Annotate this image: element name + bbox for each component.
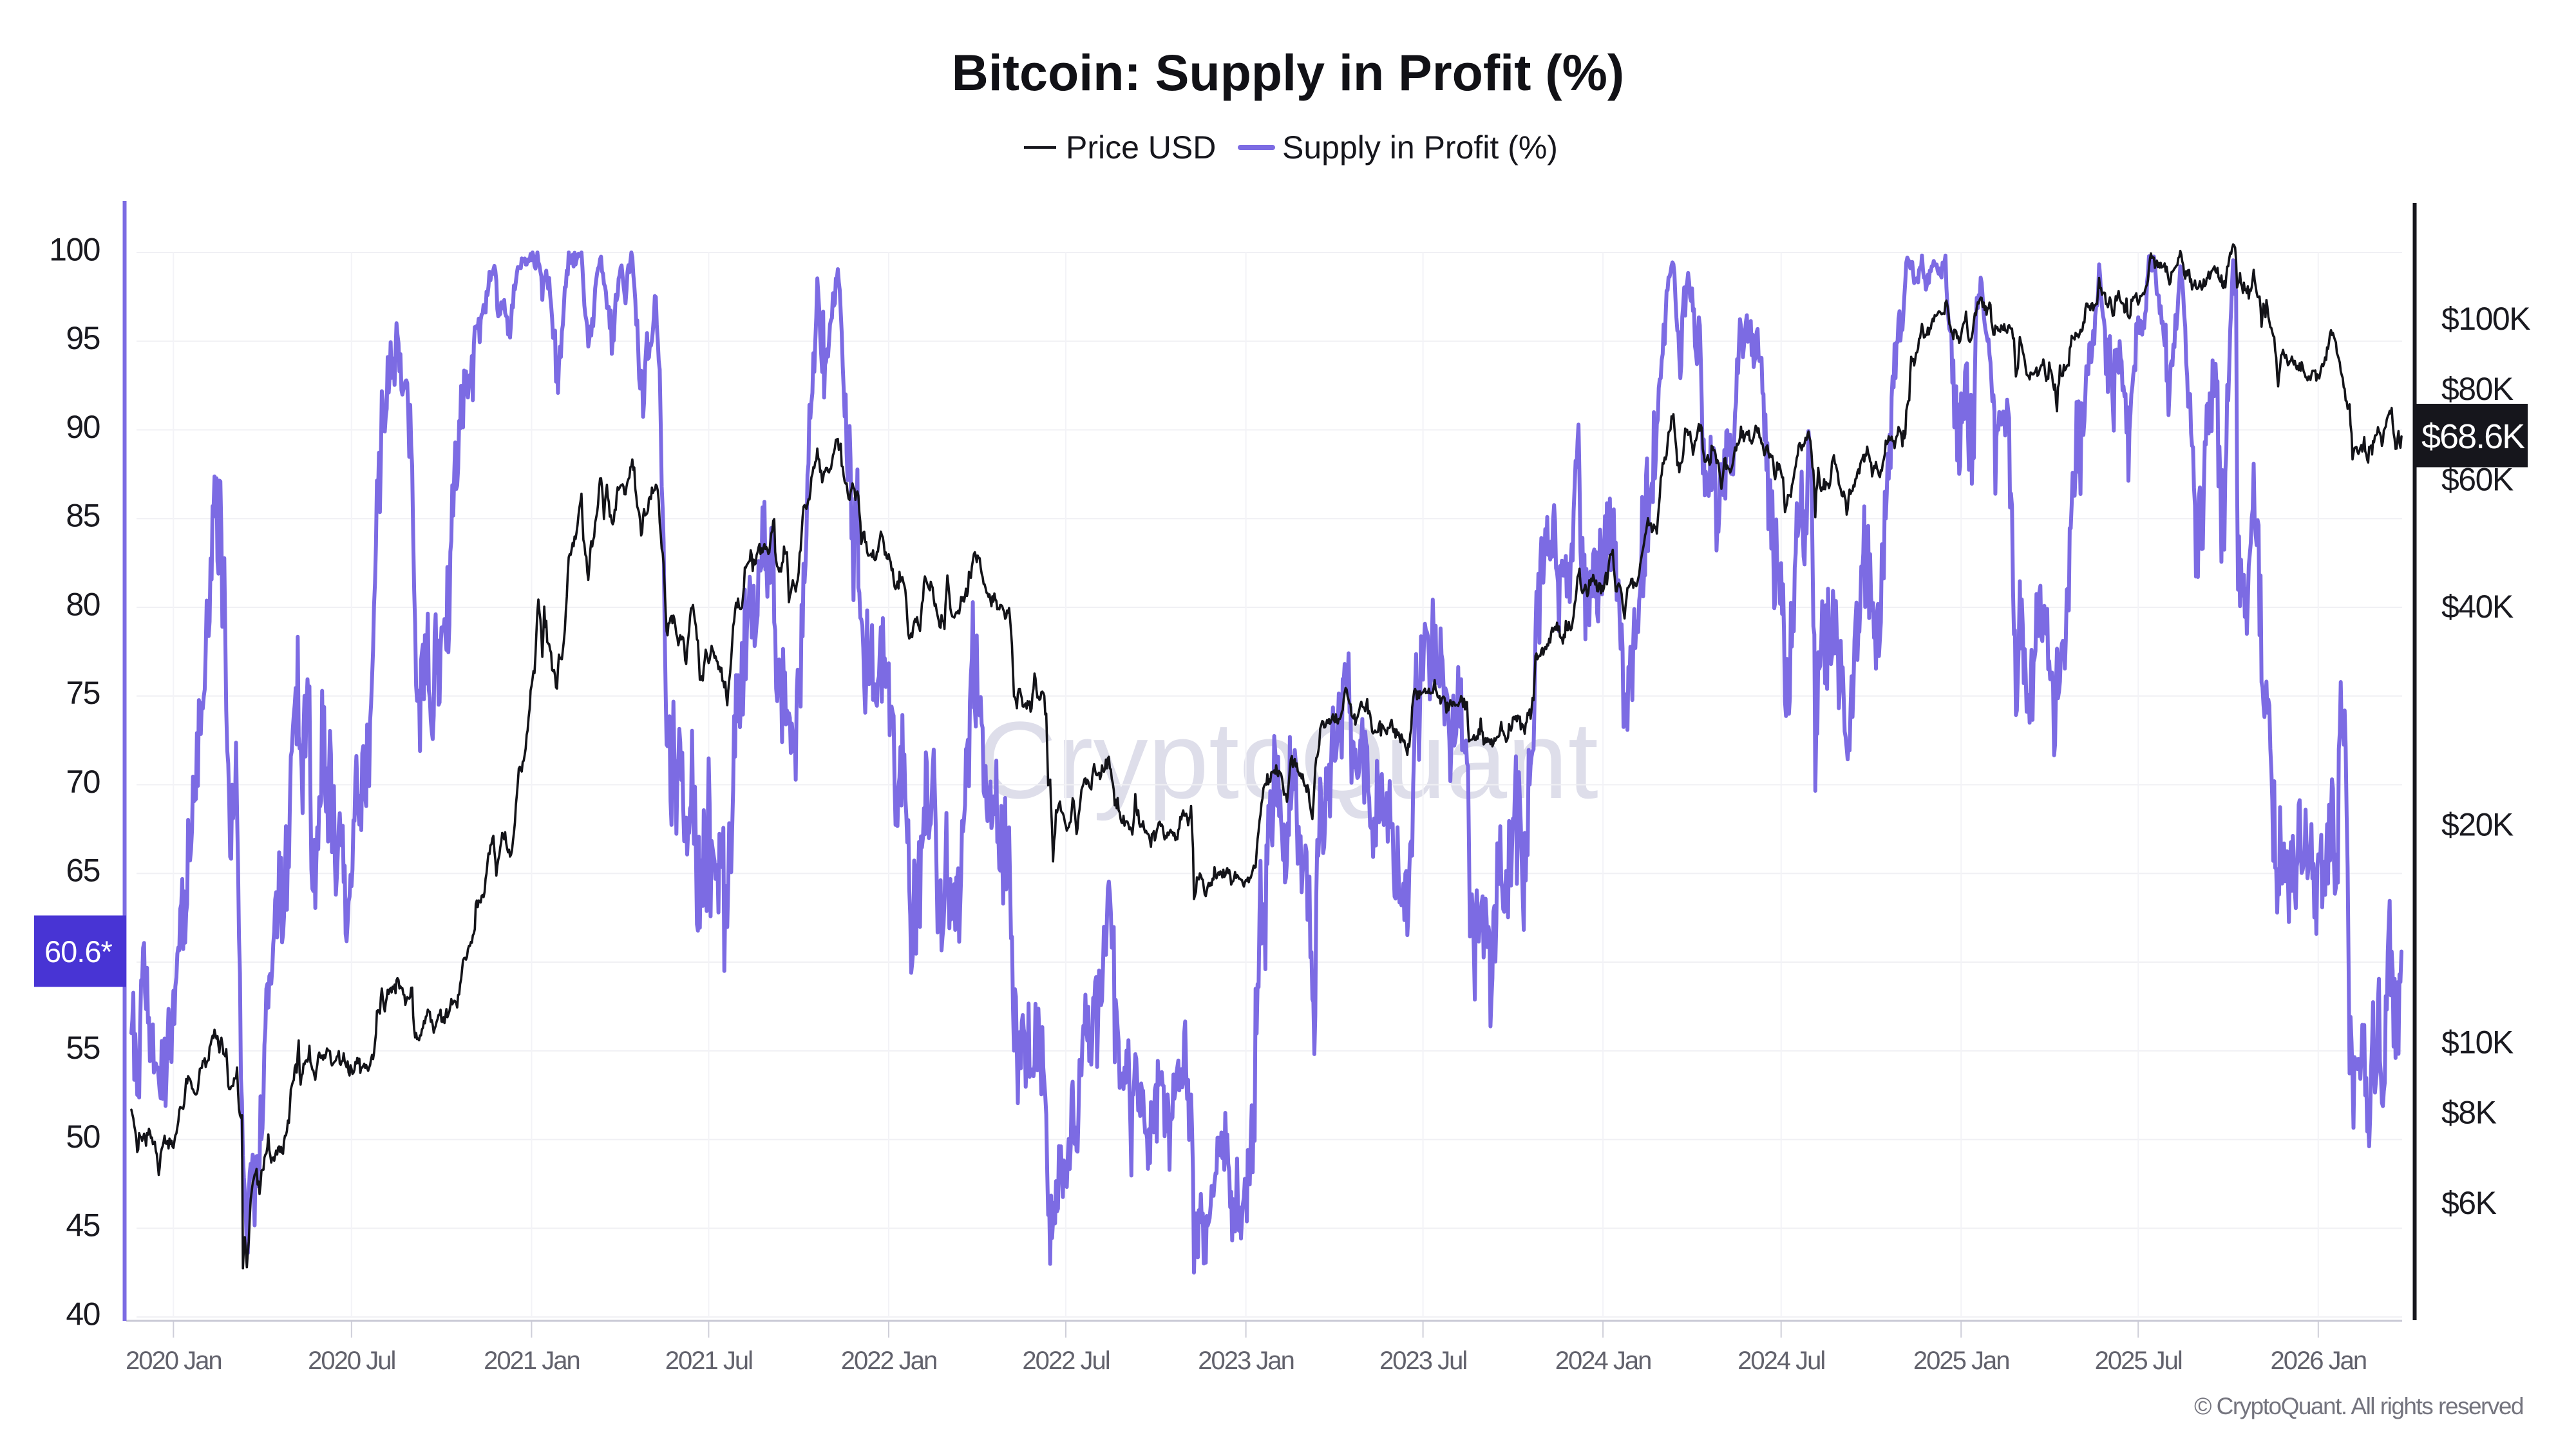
- svg-text:40: 40: [66, 1296, 100, 1332]
- svg-text:2023 Jan: 2023 Jan: [1198, 1347, 1294, 1375]
- svg-text:2022 Jan: 2022 Jan: [841, 1347, 937, 1375]
- svg-text:Supply in Profit (%): Supply in Profit (%): [1282, 129, 1558, 166]
- svg-text:2022 Jul: 2022 Jul: [1022, 1347, 1109, 1375]
- svg-text:55: 55: [66, 1030, 100, 1066]
- svg-text:2025 Jul: 2025 Jul: [2095, 1347, 2182, 1375]
- svg-text:© CryptoQuant. All rights rese: © CryptoQuant. All rights reserved: [2194, 1393, 2523, 1419]
- svg-text:90: 90: [66, 409, 100, 445]
- svg-text:60.6*: 60.6*: [44, 934, 112, 969]
- svg-text:$10K: $10K: [2441, 1025, 2514, 1061]
- svg-text:$60K: $60K: [2441, 461, 2514, 497]
- svg-text:65: 65: [66, 853, 100, 889]
- svg-text:80: 80: [66, 586, 100, 622]
- svg-text:50: 50: [66, 1119, 100, 1155]
- svg-text:$80K: $80K: [2441, 371, 2514, 407]
- svg-text:2024 Jul: 2024 Jul: [1738, 1347, 1824, 1375]
- svg-text:2024 Jan: 2024 Jan: [1555, 1347, 1651, 1375]
- svg-text:2025 Jan: 2025 Jan: [1913, 1347, 2009, 1375]
- svg-text:Price USD: Price USD: [1066, 129, 1216, 166]
- svg-text:2020 Jan: 2020 Jan: [126, 1347, 222, 1375]
- svg-text:$68.6K: $68.6K: [2421, 417, 2525, 456]
- svg-text:$8K: $8K: [2441, 1095, 2497, 1131]
- svg-text:2021 Jul: 2021 Jul: [665, 1347, 752, 1375]
- svg-text:$20K: $20K: [2441, 806, 2514, 842]
- svg-text:85: 85: [66, 498, 100, 534]
- svg-text:100: 100: [49, 231, 100, 267]
- svg-text:45: 45: [66, 1208, 100, 1244]
- svg-text:2020 Jul: 2020 Jul: [308, 1347, 395, 1375]
- svg-text:95: 95: [66, 320, 100, 356]
- svg-text:Bitcoin: Supply in Profit (%): Bitcoin: Supply in Profit (%): [952, 44, 1624, 101]
- svg-text:2021 Jan: 2021 Jan: [484, 1347, 580, 1375]
- svg-text:70: 70: [66, 764, 100, 800]
- svg-text:$40K: $40K: [2441, 589, 2514, 625]
- svg-text:75: 75: [66, 675, 100, 711]
- svg-text:2026 Jan: 2026 Jan: [2271, 1347, 2367, 1375]
- svg-text:$100K: $100K: [2441, 301, 2530, 337]
- svg-text:$6K: $6K: [2441, 1185, 2497, 1221]
- svg-text:2023 Jul: 2023 Jul: [1379, 1347, 1466, 1375]
